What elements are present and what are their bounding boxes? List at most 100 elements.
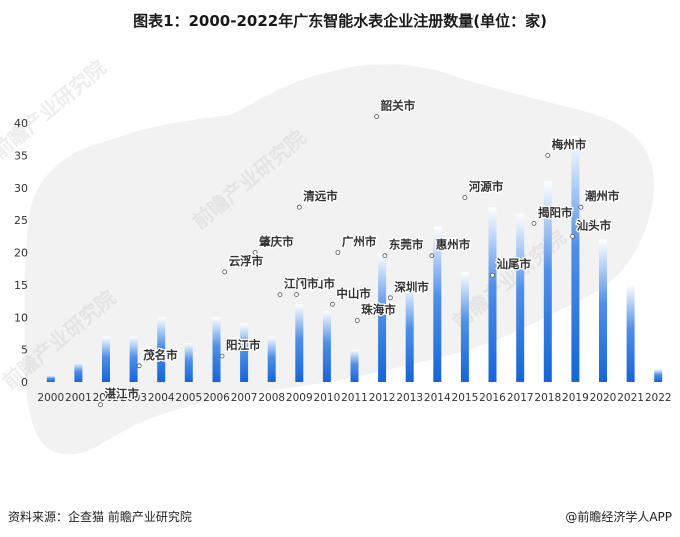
city-label: 肇庆市 [258,235,294,249]
bar-2012 [378,252,387,382]
guangdong-map-background [24,64,654,455]
brand-credit: @前瞻经济学人APP [565,510,672,524]
x-tick-label: 2002 [93,392,120,404]
x-tick-label: 2019 [562,392,589,404]
x-tick-label: 2004 [148,392,175,404]
x-tick-label: 2008 [258,392,285,404]
x-tick-label: 2014 [424,392,451,404]
chart-title: 图表1：2000-2022年广东智能水表企业注册数量(单位：家) [133,12,547,30]
bar-2020 [599,239,607,382]
bar-2018 [543,181,552,382]
bar-2010 [322,310,331,382]
bar-2016 [488,207,497,382]
city-dot [329,301,335,307]
city-dot [374,114,380,119]
city-label: 中山市 [336,286,371,300]
city-label: 河源市 [469,180,504,194]
y-tick-label: 15 [14,279,28,292]
city-label: 江门市 [284,277,319,291]
axes: 0 5 10 15 20 25 30 35 40 2000 2001 2002 2003 2004 2005… [14,117,672,404]
city-label: 广州市 [342,235,377,249]
bar-2022 [654,369,663,382]
city-dot [335,250,341,255]
city-label: 汕头市 [577,218,612,232]
city-label: 揭阳市 [538,205,573,219]
bar-2004 [157,317,166,383]
x-tick-label: 2001 [65,392,92,404]
x-tick-label: 2018 [534,392,561,404]
y-tick-label: 40 [14,117,28,130]
x-tick-label: 2000 [37,392,64,404]
x-tick-label: 2007 [231,392,258,404]
bar-2000 [46,375,55,382]
y-tick-label: 30 [14,182,28,195]
bar-2017 [516,213,525,382]
x-tick-label: 2021 [617,392,644,404]
x-tick-label: 2017 [507,392,534,404]
city-label: 汕尾市 [497,257,532,271]
city-dot [252,250,258,255]
x-tick-label: 2015 [452,392,479,404]
city-label: 潮州市 [585,189,620,203]
y-tick-label: 25 [14,214,28,227]
city-dot [296,204,302,210]
city-label: 惠州市 [436,238,471,252]
bars [46,136,663,383]
city-dot [531,220,537,226]
bar-2008 [267,336,276,382]
city-dot [354,318,360,323]
bar-2007 [240,323,249,382]
bar-2019 [571,136,580,382]
bar-2015 [460,271,469,382]
bar-2006 [212,317,221,383]
x-tick-label: 2022 [645,392,672,404]
y-tick-label: 5 [21,344,28,357]
x-tick-label: 2010 [314,392,341,404]
city-label: 清远市 [303,189,338,203]
city-label: 云浮市 [229,254,264,268]
bar-2014 [433,226,442,382]
city-dot [578,204,584,210]
x-tick-label: 2011 [341,392,368,404]
city-label: 湛江市 [105,387,140,401]
city-dot [462,195,468,200]
x-tick-label: 2013 [396,392,423,404]
city-label: 韶关市 [381,99,416,113]
footer: 资料来源：企查猫 前瞻产业研究院 @前瞻经济学人APP [0,508,680,530]
bar-2021 [626,284,635,382]
y-tick-label: 0 [21,376,28,389]
city-label: 佛山市 [300,277,336,291]
bar-2013 [405,284,414,382]
x-tick-label: 2020 [590,392,617,404]
city-dot [382,253,388,259]
x-tick-label: 2005 [175,392,202,404]
bar-2005 [184,343,193,382]
y-tick-label: 10 [14,311,28,324]
bar-2011 [350,349,359,382]
city-label: 东莞市 [389,238,424,252]
map-silhouette [24,64,654,455]
city-label: 深圳市 [394,280,429,294]
city-dot [387,295,393,301]
bar-2002 [102,336,110,382]
bar-2001 [74,362,83,382]
x-tick-label: 2016 [479,392,506,404]
city-dot [219,353,225,359]
city-dot [490,272,495,278]
city-dot [570,233,575,239]
source-note: 资料来源：企查猫 前瞻产业研究院 [8,510,192,524]
bar-2003 [129,336,138,382]
city-dot [222,269,228,275]
city-label: 珠海市 [361,303,396,317]
bar-2009 [295,304,304,382]
city-label: 阳江市 [226,338,261,352]
y-tick-label: 20 [14,247,28,260]
city-dot [136,363,142,369]
x-tick-label: 2006 [203,392,230,404]
city-dot [98,402,103,408]
city-label: 梅州市 [552,137,587,151]
city-dot [545,152,551,158]
x-tick-label: 2003 [120,392,147,404]
